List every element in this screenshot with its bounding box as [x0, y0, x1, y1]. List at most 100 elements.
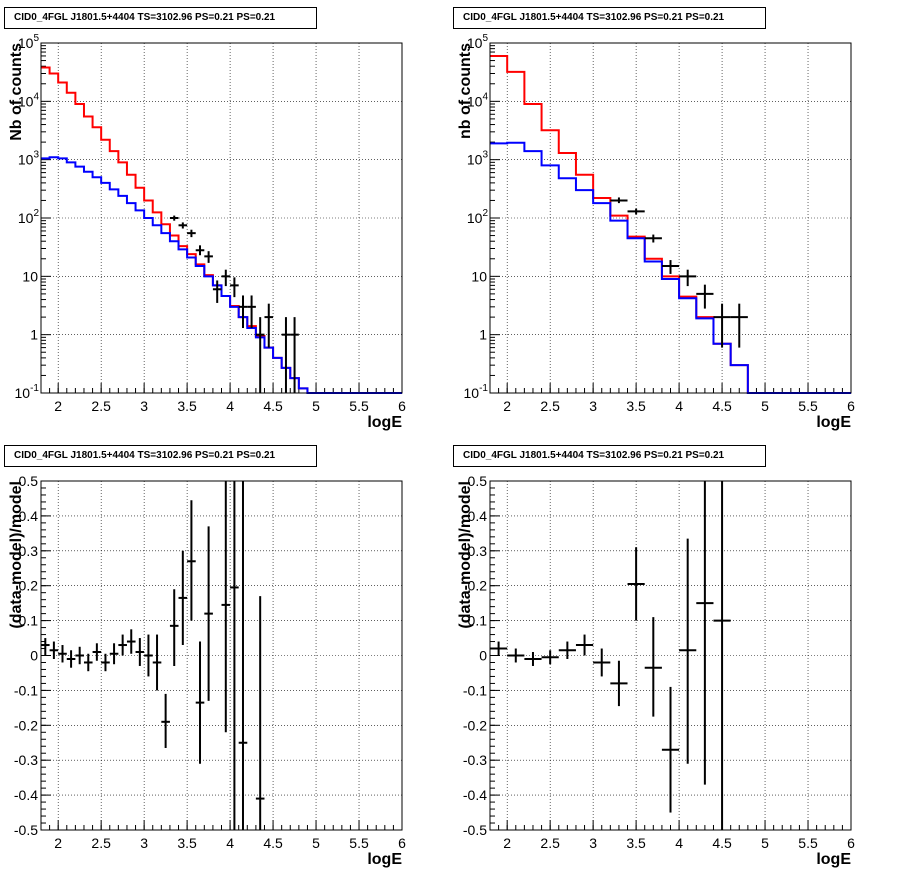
data-point: [187, 500, 196, 621]
y-tick-label: 0.1: [19, 613, 39, 629]
histogram-source-model: [41, 156, 402, 394]
data-point: [264, 303, 274, 348]
data-point: [610, 197, 628, 204]
x-tick-label: 4: [675, 398, 683, 414]
x-axis-title: logE: [816, 851, 851, 868]
y-tick-label: 1: [479, 327, 487, 343]
data-point: [290, 317, 299, 393]
x-tick-label: 5.5: [349, 398, 369, 414]
data-point: [281, 317, 291, 393]
histogram-total-model: [41, 66, 402, 394]
x-axis-title: logE: [367, 851, 402, 868]
y-axis-title: Nb of counts: [8, 43, 25, 141]
data-point: [75, 646, 84, 665]
y-tick-label: -0.5: [463, 822, 487, 838]
data-point: [247, 295, 256, 329]
x-tick-label: 5.5: [349, 835, 369, 851]
x-tick-label: 6: [847, 398, 855, 414]
data-point: [713, 481, 731, 830]
plot-frame: [40, 42, 403, 394]
y-tick-label: 0.4: [19, 508, 39, 524]
data-point: [221, 269, 231, 287]
data-point: [661, 260, 680, 274]
data-point: [524, 652, 542, 666]
data-point: [696, 481, 714, 785]
data-point: [593, 648, 611, 677]
y-tick-label: -0.1: [14, 682, 38, 698]
panel-counts-top-left: 2 2.5 3 3.5 4 4.5 5 5.5 6 10-1 1 10 102 103 104 105 logE…: [8, 33, 406, 431]
data-point: [195, 641, 205, 764]
data-point: [696, 284, 714, 309]
y-tick-label: 0.2: [468, 578, 488, 594]
data-point: [730, 303, 748, 348]
x-tick-label: 4: [675, 835, 683, 851]
y-tick-label: 103: [18, 150, 40, 168]
panel-title-top-left: CID0_4FGL J1801.5+4404 TS=3102.96 PS=0.2…: [4, 7, 317, 29]
data-point: [610, 660, 628, 707]
x-tick-label: 4.5: [712, 398, 732, 414]
data-point: [66, 650, 76, 668]
data-point: [135, 638, 145, 666]
data-point: [101, 653, 110, 672]
data-point: [644, 617, 662, 717]
panel-counts-top-right: 2 2.5 3 3.5 4 4.5 5 5.5 6 10-1 1 10 102 103 104 105 logE…: [457, 33, 855, 431]
x-tick-label: 4: [226, 835, 234, 851]
data-point: [83, 653, 93, 672]
y-axis-title: (data-model)/model: [8, 481, 25, 629]
data-point: [161, 693, 170, 748]
x-tick-label: 5.5: [798, 835, 818, 851]
data-point: [118, 634, 127, 656]
x-tick-label: 6: [398, 835, 406, 851]
y-tick-label: 0.3: [19, 543, 39, 559]
y-tick-label: 0: [30, 648, 38, 664]
y-axis-title: (data-model)/model: [457, 481, 474, 629]
data-point: [152, 634, 162, 691]
x-tick-label: 2.5: [540, 398, 560, 414]
data-point: [92, 643, 102, 661]
y-tick-label: 104: [18, 91, 40, 109]
data-point: [230, 277, 239, 298]
data-point: [255, 596, 265, 830]
y-tick-label: 102: [467, 208, 489, 226]
data-point: [238, 295, 248, 329]
panel-title-bottom-left: CID0_4FGL J1801.5+4404 TS=3102.96 PS=0.2…: [4, 445, 317, 467]
data-point: [169, 215, 179, 221]
y-tick-label: 103: [467, 150, 489, 168]
y-tick-label: -0.4: [14, 787, 38, 803]
x-tick-label: 6: [398, 398, 406, 414]
data-point: [109, 643, 119, 665]
y-tick-label: 105: [467, 33, 489, 51]
y-tick-label: -0.2: [463, 717, 487, 733]
x-tick-label: 3: [140, 835, 148, 851]
data-point: [627, 547, 645, 621]
data-point: [204, 526, 213, 701]
data-point: [221, 481, 231, 733]
data-point: [126, 629, 136, 654]
plot-frame: [489, 480, 852, 831]
plot-frame: [489, 42, 852, 394]
x-tick-label: 2: [54, 398, 62, 414]
data-point: [212, 280, 222, 303]
x-tick-label: 2: [503, 835, 511, 851]
data-point: [178, 222, 188, 229]
x-tick-label: 4.5: [263, 398, 283, 414]
y-tick-label: 0.3: [468, 543, 488, 559]
data-point: [541, 650, 559, 665]
data-point: [627, 208, 645, 215]
data-point: [195, 245, 205, 256]
data-point: [41, 638, 50, 656]
data-point: [490, 641, 508, 656]
x-tick-label: 3.5: [177, 398, 197, 414]
x-tick-label: 2: [54, 835, 62, 851]
y-tick-label: 0.4: [468, 508, 488, 524]
y-tick-label: -0.3: [14, 752, 38, 768]
y-tick-label: 0.5: [468, 473, 488, 489]
x-tick-label: 5: [761, 835, 769, 851]
x-tick-label: 4.5: [712, 835, 732, 851]
y-tick-label: 0.5: [19, 473, 39, 489]
x-tick-label: 3.5: [177, 835, 197, 851]
x-tick-label: 3: [589, 835, 597, 851]
histogram-total-model: [490, 54, 851, 394]
data-point: [204, 251, 213, 263]
